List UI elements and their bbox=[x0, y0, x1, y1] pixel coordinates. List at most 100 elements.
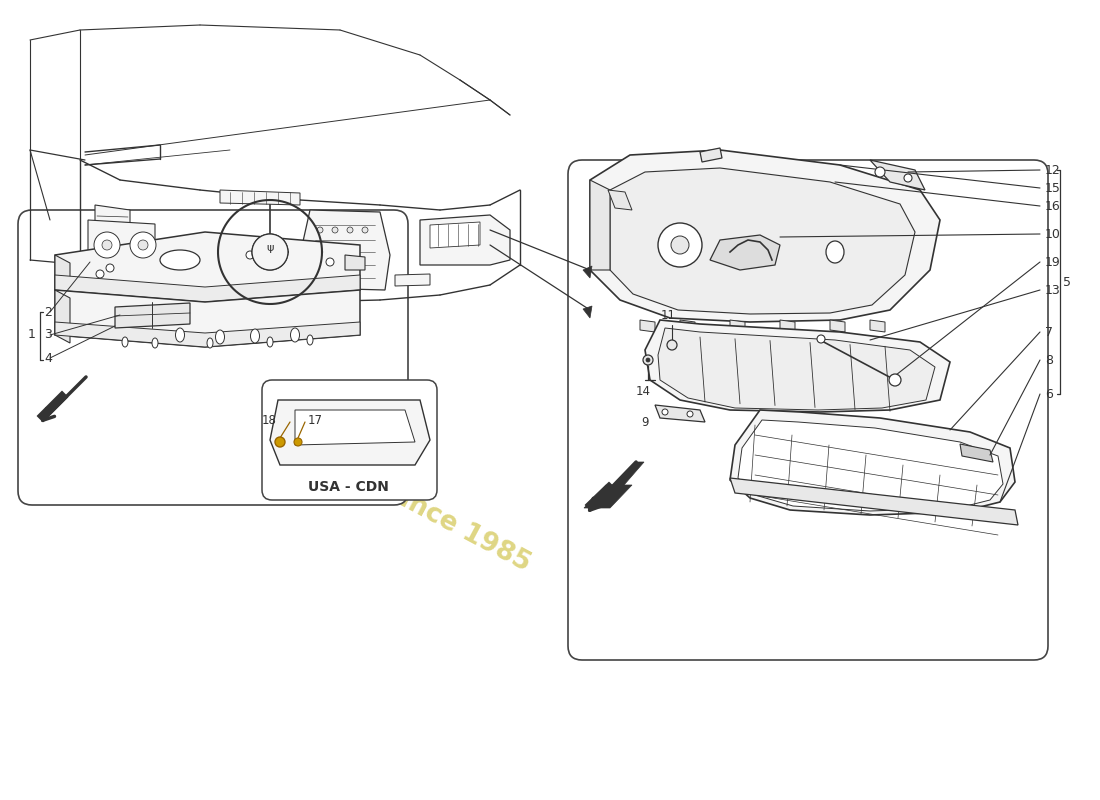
Polygon shape bbox=[608, 190, 632, 210]
Text: 7: 7 bbox=[1045, 326, 1053, 338]
Polygon shape bbox=[55, 290, 360, 347]
Circle shape bbox=[138, 240, 148, 250]
Ellipse shape bbox=[290, 328, 299, 342]
Circle shape bbox=[346, 227, 353, 233]
Polygon shape bbox=[88, 220, 155, 270]
Polygon shape bbox=[730, 410, 1015, 515]
Text: 2: 2 bbox=[44, 306, 52, 318]
Text: 19: 19 bbox=[1045, 255, 1060, 269]
Ellipse shape bbox=[176, 328, 185, 342]
Circle shape bbox=[332, 227, 338, 233]
Text: 3: 3 bbox=[44, 329, 52, 342]
Circle shape bbox=[874, 167, 886, 177]
Circle shape bbox=[252, 234, 288, 270]
Circle shape bbox=[644, 355, 653, 365]
FancyBboxPatch shape bbox=[262, 380, 437, 500]
Text: 4: 4 bbox=[44, 351, 52, 365]
Ellipse shape bbox=[122, 337, 128, 347]
Polygon shape bbox=[295, 410, 415, 445]
Polygon shape bbox=[870, 320, 886, 332]
Circle shape bbox=[904, 174, 912, 182]
Polygon shape bbox=[610, 168, 915, 314]
Polygon shape bbox=[645, 320, 950, 412]
Polygon shape bbox=[300, 210, 390, 290]
Text: 14: 14 bbox=[636, 385, 650, 398]
Text: 15: 15 bbox=[1045, 182, 1060, 194]
Text: 11: 11 bbox=[660, 309, 675, 322]
Circle shape bbox=[96, 270, 104, 278]
Polygon shape bbox=[700, 148, 722, 162]
Circle shape bbox=[688, 411, 693, 417]
Polygon shape bbox=[55, 232, 360, 302]
Polygon shape bbox=[590, 150, 940, 322]
Ellipse shape bbox=[207, 338, 213, 348]
Circle shape bbox=[275, 437, 285, 447]
Circle shape bbox=[94, 232, 120, 258]
Text: 1: 1 bbox=[29, 329, 36, 342]
Polygon shape bbox=[960, 444, 993, 462]
Circle shape bbox=[246, 251, 254, 259]
Text: 17: 17 bbox=[308, 414, 323, 426]
Ellipse shape bbox=[267, 337, 273, 347]
Text: 8: 8 bbox=[1045, 354, 1053, 366]
Circle shape bbox=[362, 227, 369, 233]
Polygon shape bbox=[583, 266, 592, 278]
Circle shape bbox=[326, 258, 334, 266]
Polygon shape bbox=[37, 391, 68, 422]
Polygon shape bbox=[590, 180, 610, 270]
Polygon shape bbox=[55, 255, 70, 298]
Ellipse shape bbox=[216, 330, 224, 344]
Text: 6: 6 bbox=[1045, 387, 1053, 401]
Polygon shape bbox=[55, 275, 360, 302]
Circle shape bbox=[130, 232, 156, 258]
Circle shape bbox=[317, 227, 323, 233]
Polygon shape bbox=[420, 215, 510, 265]
Polygon shape bbox=[658, 328, 935, 410]
Circle shape bbox=[658, 223, 702, 267]
Polygon shape bbox=[830, 320, 845, 332]
Circle shape bbox=[294, 438, 302, 446]
Circle shape bbox=[106, 264, 114, 272]
Ellipse shape bbox=[307, 335, 314, 345]
Polygon shape bbox=[780, 320, 795, 332]
Polygon shape bbox=[430, 222, 480, 248]
Ellipse shape bbox=[160, 250, 200, 270]
Text: 16: 16 bbox=[1045, 199, 1060, 213]
Text: 18: 18 bbox=[262, 414, 277, 426]
Polygon shape bbox=[870, 160, 925, 190]
Ellipse shape bbox=[152, 338, 158, 348]
Polygon shape bbox=[738, 420, 1003, 511]
Text: a passion for parts since 1985: a passion for parts since 1985 bbox=[125, 343, 535, 577]
Polygon shape bbox=[710, 235, 780, 270]
Polygon shape bbox=[640, 320, 654, 332]
Polygon shape bbox=[583, 306, 592, 318]
Text: 10: 10 bbox=[1045, 227, 1060, 241]
Polygon shape bbox=[395, 274, 430, 286]
Circle shape bbox=[667, 340, 676, 350]
Text: 13: 13 bbox=[1045, 283, 1060, 297]
FancyBboxPatch shape bbox=[18, 210, 408, 505]
Polygon shape bbox=[584, 462, 644, 508]
Polygon shape bbox=[654, 405, 705, 422]
Circle shape bbox=[817, 335, 825, 343]
Polygon shape bbox=[730, 478, 1018, 525]
Polygon shape bbox=[95, 205, 130, 240]
FancyBboxPatch shape bbox=[568, 160, 1048, 660]
Polygon shape bbox=[680, 320, 695, 332]
Polygon shape bbox=[116, 303, 190, 328]
Circle shape bbox=[646, 358, 650, 362]
Text: 5: 5 bbox=[1063, 275, 1071, 289]
Circle shape bbox=[102, 240, 112, 250]
Polygon shape bbox=[220, 190, 300, 205]
Polygon shape bbox=[55, 290, 70, 343]
Ellipse shape bbox=[251, 329, 260, 343]
Circle shape bbox=[662, 409, 668, 415]
Text: 9: 9 bbox=[641, 415, 649, 429]
Polygon shape bbox=[585, 482, 615, 511]
Polygon shape bbox=[345, 255, 365, 270]
Circle shape bbox=[671, 236, 689, 254]
Polygon shape bbox=[730, 320, 745, 332]
Polygon shape bbox=[270, 400, 430, 465]
Text: ψ: ψ bbox=[266, 243, 274, 253]
Polygon shape bbox=[55, 322, 360, 347]
